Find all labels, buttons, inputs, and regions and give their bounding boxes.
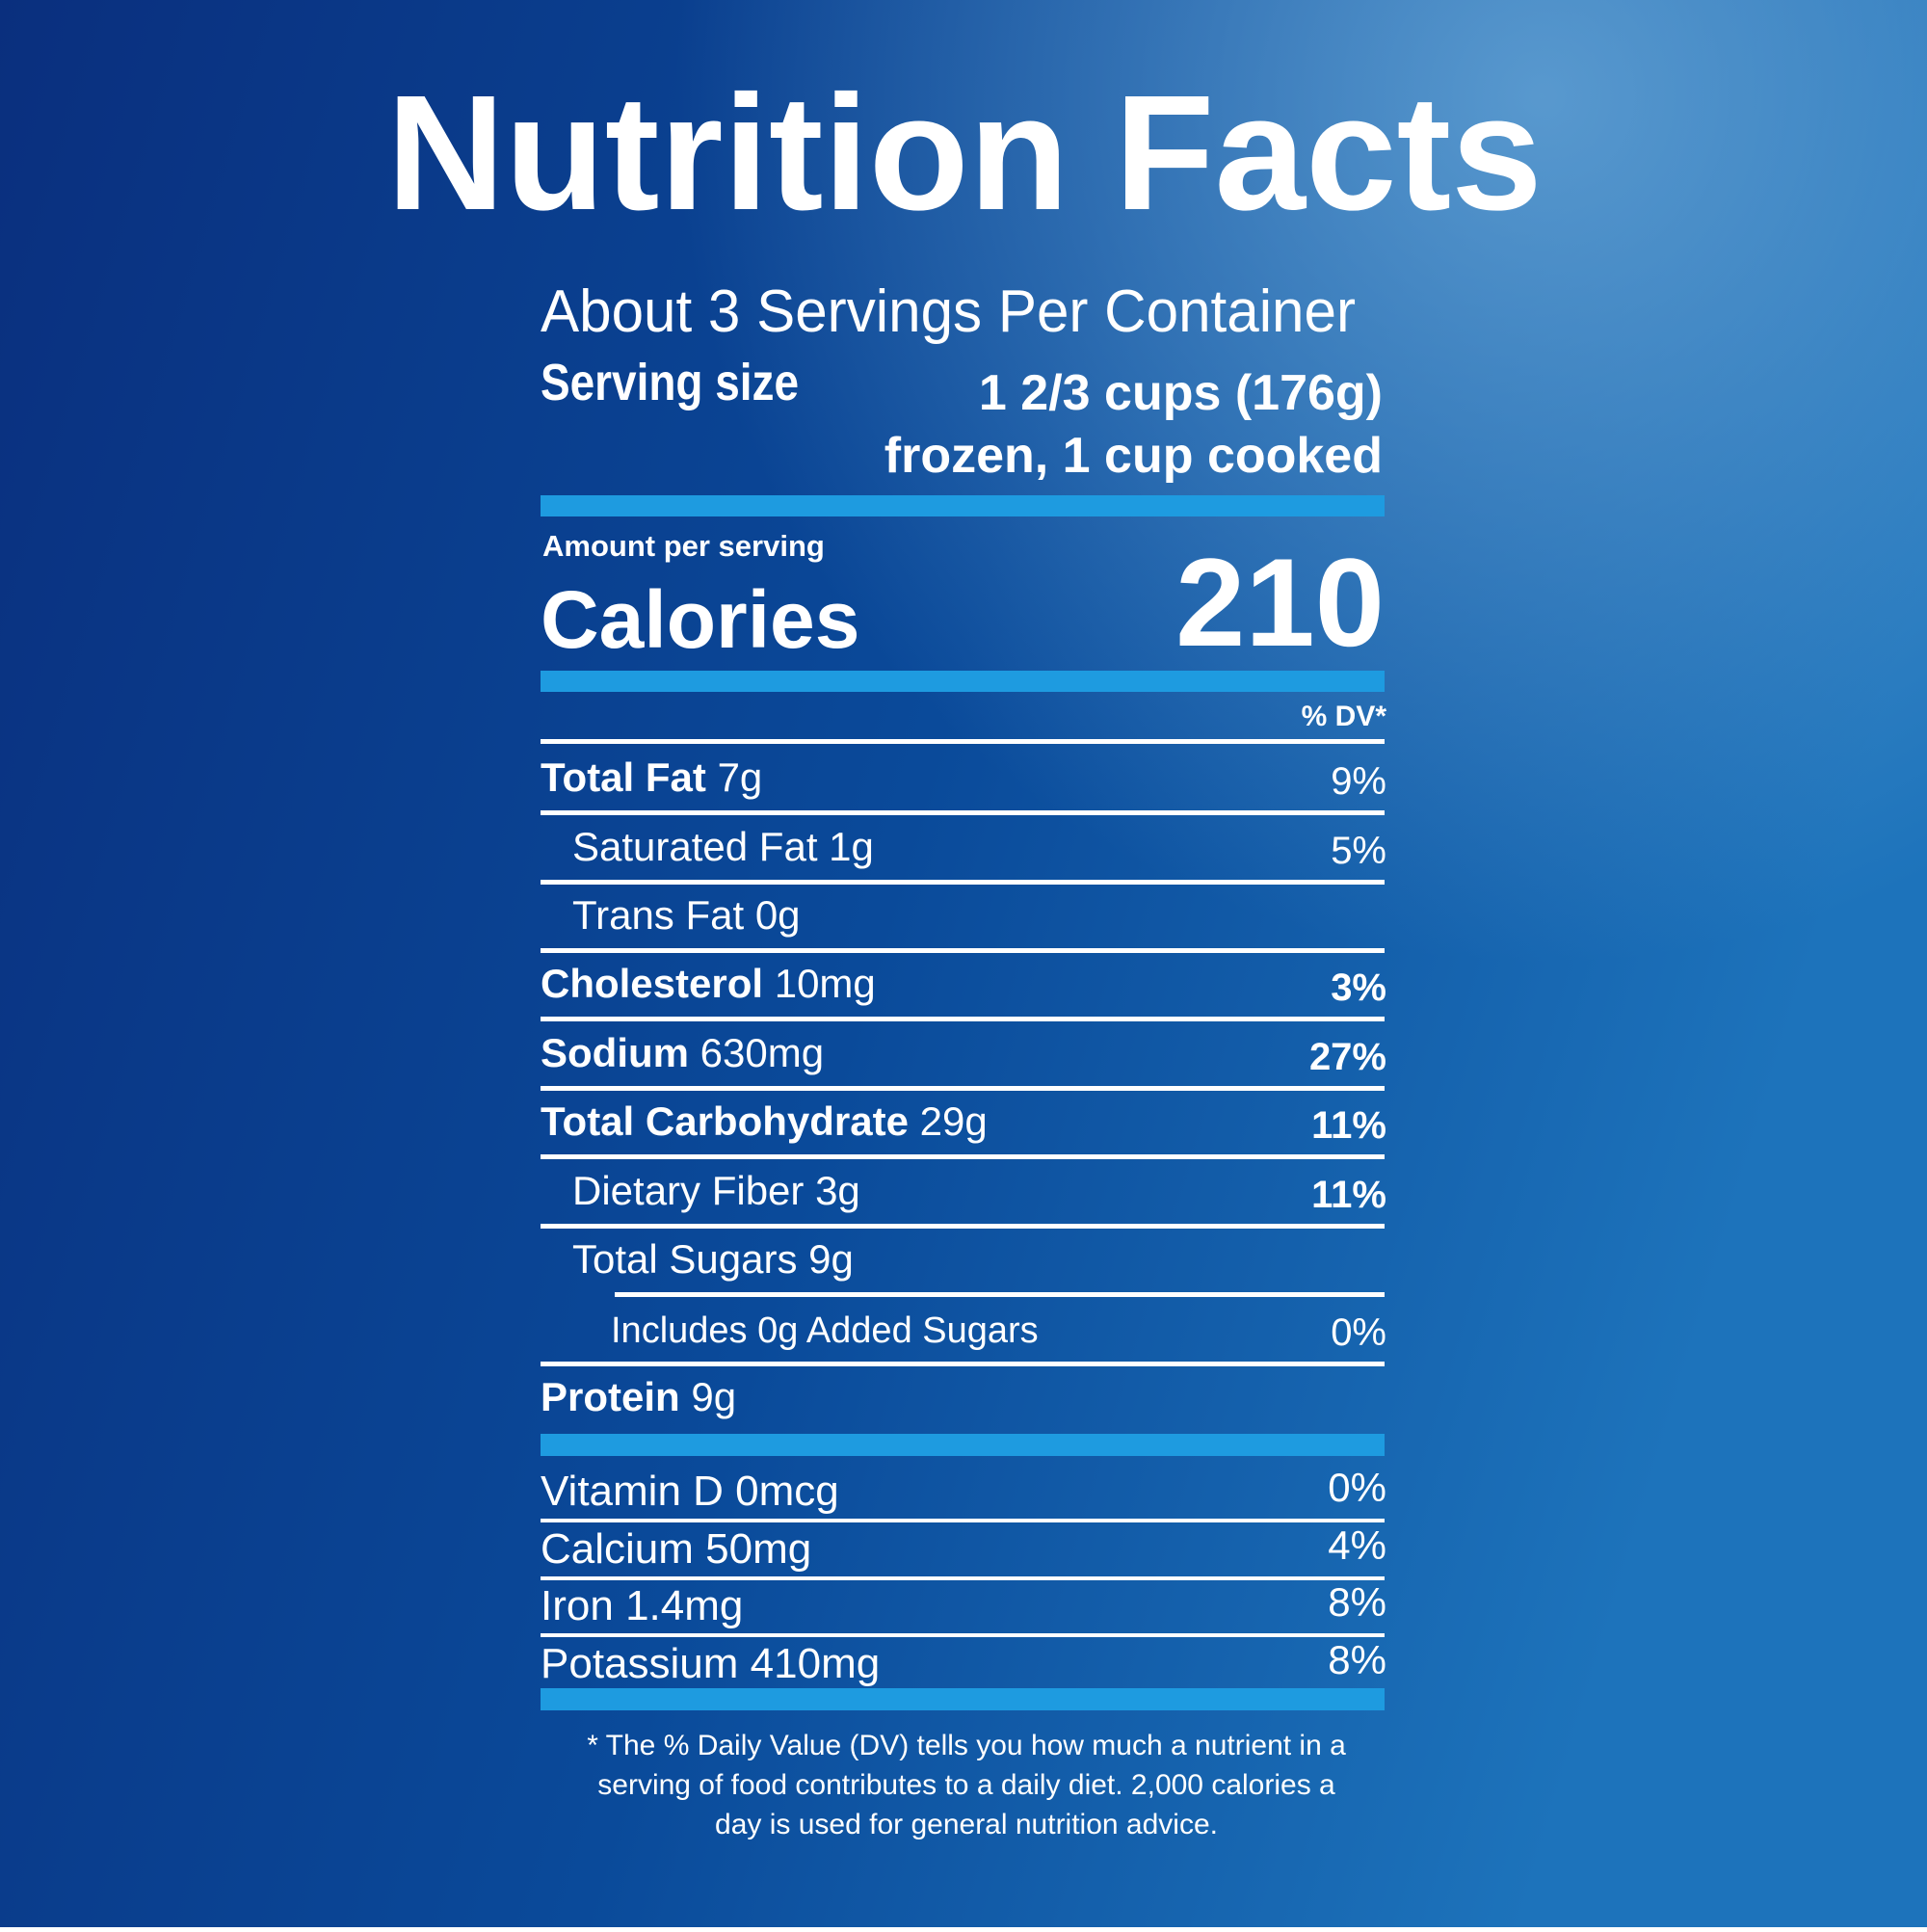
footnote: day is used for general nutrition advice… [715, 1809, 1218, 1840]
amount-label: Amount per serving [542, 529, 825, 563]
nutrient-amount: 9g [808, 1236, 854, 1282]
nutrient-amount: 10mg [775, 961, 876, 1006]
vitamin-name: Calcium [541, 1525, 694, 1573]
divider-bar [541, 671, 1385, 692]
footnote: serving of food contributes to a daily d… [597, 1769, 1335, 1801]
divider-line [541, 1154, 1385, 1159]
serving-size-label: Serving size [541, 354, 799, 411]
nutrient-amount: 0g [755, 892, 801, 938]
nutrient-row: Trans Fat 0g [572, 892, 801, 938]
nutrient-amount: 1g [829, 824, 874, 869]
serving-size-value: frozen, 1 cup cooked [884, 428, 1383, 484]
nutrient-row: Total Sugars 9g [572, 1236, 854, 1282]
divider-line [541, 739, 1385, 744]
nutrient-row: Total Carbohydrate 29g [541, 1098, 988, 1144]
vitamin-row: Calcium 50mg [541, 1525, 811, 1573]
nutrient-dv: 11% [1311, 1104, 1386, 1147]
servings: About 3 Servings Per Container [541, 278, 1356, 345]
title: Nutrition Facts [386, 62, 1542, 245]
divider-bar [541, 1688, 1385, 1710]
nutrient-name: Includes 0g Added Sugars [611, 1310, 1039, 1351]
nutrient-dv: 9% [1331, 760, 1386, 803]
vitamin-dv: 0% [1328, 1465, 1386, 1510]
nutrient-name: Saturated Fat [572, 824, 818, 869]
nutrient-row: Dietary Fiber 3g [572, 1168, 860, 1213]
vitamin-dv: 8% [1328, 1579, 1386, 1625]
vitamin-row: Iron 1.4mg [541, 1582, 743, 1629]
nutrient-row: Cholesterol 10mg [541, 961, 876, 1006]
divider-line [541, 1519, 1385, 1522]
vitamin-amount: 410mg [751, 1640, 881, 1687]
divider-line [541, 1086, 1385, 1091]
divider-bar [541, 1434, 1385, 1456]
footnote: * The % Daily Value (DV) tells you how m… [587, 1730, 1346, 1761]
nutrient-dv: 0% [1331, 1311, 1386, 1354]
nutrient-name: Sodium [541, 1030, 689, 1075]
nutrient-dv: 11% [1311, 1174, 1386, 1216]
vitamin-name: Potassium [541, 1640, 738, 1687]
nutrient-amount: 9g [691, 1374, 736, 1419]
nutrient-name: Dietary Fiber [572, 1168, 804, 1213]
serving-size-value: 1 2/3 cups (176g) [979, 365, 1383, 421]
calories-label: Calories [541, 574, 860, 665]
nutrient-dv: 5% [1331, 830, 1386, 872]
nutrient-name: Trans Fat [572, 892, 744, 938]
divider-line [541, 1017, 1385, 1021]
nutrient-name: Protein [541, 1374, 680, 1419]
vitamin-name: Vitamin D [541, 1468, 724, 1515]
nutrient-row: Protein 9g [541, 1374, 736, 1419]
vitamin-name: Iron [541, 1582, 614, 1629]
vitamin-row: Vitamin D 0mcg [541, 1468, 839, 1515]
nutrient-name: Total Fat [541, 754, 706, 800]
nutrient-dv: 27% [1309, 1036, 1386, 1078]
nutrient-name: Total Carbohydrate [541, 1098, 909, 1144]
dv-header: % DV* [1302, 701, 1387, 732]
vitamin-amount: 50mg [705, 1525, 811, 1573]
divider-line [541, 1362, 1385, 1366]
vitamin-dv: 4% [1328, 1522, 1386, 1568]
divider-line [541, 1224, 1385, 1229]
divider-line [615, 1292, 1385, 1297]
nutrient-row: Total Fat 7g [541, 754, 762, 800]
divider-line [541, 948, 1385, 953]
vitamin-amount: 1.4mg [625, 1582, 743, 1629]
nutrient-dv: 3% [1331, 966, 1386, 1009]
nutrient-row: Saturated Fat 1g [572, 824, 874, 869]
nutrient-amount: 7g [718, 754, 763, 800]
nutrient-name: Total Sugars [572, 1236, 797, 1282]
calories-value: 210 [1175, 532, 1385, 673]
divider-line [541, 810, 1385, 815]
nutrient-name: Cholesterol [541, 961, 763, 1006]
vitamin-amount: 0mcg [735, 1468, 839, 1515]
vitamin-dv: 8% [1328, 1637, 1386, 1682]
nutrient-row: Includes 0g Added Sugars [611, 1310, 1039, 1351]
vitamin-row: Potassium 410mg [541, 1640, 880, 1687]
nutrient-amount: 630mg [700, 1030, 824, 1075]
divider-line [541, 1576, 1385, 1580]
divider-line [541, 880, 1385, 885]
nutrient-amount: 3g [815, 1168, 860, 1213]
divider-bar [541, 495, 1385, 516]
nutrient-amount: 29g [920, 1098, 988, 1144]
divider-line [541, 1633, 1385, 1637]
nutrient-row: Sodium 630mg [541, 1030, 824, 1075]
